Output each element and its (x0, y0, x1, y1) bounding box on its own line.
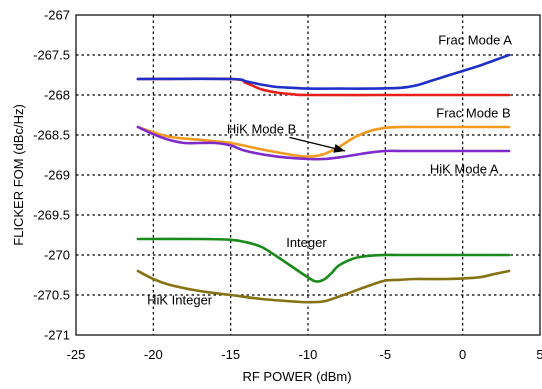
y-tick-label: -269.5 (33, 208, 70, 223)
series-label: HiK Integer (147, 293, 213, 308)
series-line-frac-mode-a (136, 53, 511, 90)
y-tick-labels: -271 -270.5 -270 -269.5 -269 -268.5 -268 -267.5… (33, 8, 70, 343)
x-tick-label: 0 (459, 347, 466, 362)
x-tick-labels: -25 -20 -15 -10 -5 0 5 (67, 347, 542, 362)
y-tick-label: -268 (44, 88, 70, 103)
series-label: Frac Mode A (438, 33, 512, 48)
x-tick-label: -15 (221, 347, 240, 362)
y-tick-label: -270 (44, 248, 70, 263)
series-line-frac-mode-b (136, 77, 511, 97)
plot-frame (75, 14, 541, 336)
series-line-hik-mode-a (136, 125, 511, 161)
x-tick-label: -25 (67, 347, 86, 362)
x-tick-label: 5 (536, 347, 542, 362)
series-label: Frac Mode B (436, 105, 510, 120)
series-line-hik-integer (136, 269, 511, 304)
annotation-arrow-head (333, 144, 346, 153)
y-tick-label: -267.5 (33, 48, 70, 63)
x-tick-label: -20 (144, 347, 163, 362)
grid (76, 15, 540, 335)
series-label: HiK Mode B (227, 121, 296, 136)
x-tick-label: -5 (380, 347, 392, 362)
y-axis-title: FLICKER FOM (dBc/Hz) (11, 104, 26, 246)
series-label: Integer (286, 235, 327, 250)
y-tick-label: -267 (44, 8, 70, 23)
y-tick-label: -271 (44, 328, 70, 343)
annotations: Frac Mode A Frac Mode B HiK Mode B HiK Mode… (147, 33, 512, 308)
series-line-integer (136, 237, 511, 283)
y-tick-label: -270.5 (33, 288, 70, 303)
series-lines (136, 53, 511, 304)
x-axis-title: RF POWER (dBm) (242, 369, 351, 384)
x-tick-label: -10 (299, 347, 318, 362)
y-tick-label: -268.5 (33, 128, 70, 143)
series-label: HiK Mode A (430, 161, 499, 176)
y-tick-label: -269 (44, 168, 70, 183)
